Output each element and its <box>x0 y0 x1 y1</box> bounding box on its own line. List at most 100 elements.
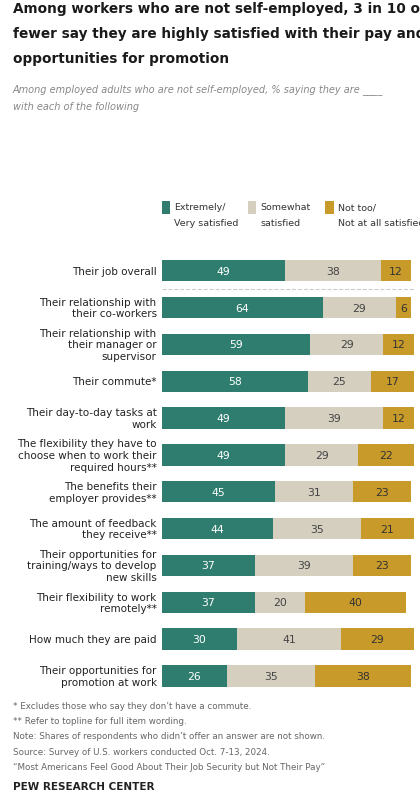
Text: satisfied: satisfied <box>260 219 301 228</box>
Text: The benefits their
employer provides**: The benefits their employer provides** <box>49 481 157 503</box>
Bar <box>162 297 323 319</box>
Bar <box>285 445 358 466</box>
Text: Not too/: Not too/ <box>338 203 376 212</box>
Text: 49: 49 <box>217 450 230 460</box>
Text: Not at all satisfied: Not at all satisfied <box>338 219 420 228</box>
Bar <box>162 261 285 282</box>
Bar <box>162 482 275 503</box>
Text: 26: 26 <box>188 671 201 681</box>
Text: 38: 38 <box>357 671 370 681</box>
Bar <box>162 334 310 356</box>
Bar <box>273 518 361 540</box>
Text: 64: 64 <box>236 304 249 313</box>
Text: 58: 58 <box>228 377 241 387</box>
Text: 49: 49 <box>217 267 230 276</box>
Text: 37: 37 <box>202 597 215 608</box>
Bar <box>381 261 411 282</box>
Text: The flexibility they have to
choose when to work their
required hours**: The flexibility they have to choose when… <box>17 438 157 472</box>
Text: 35: 35 <box>310 524 323 534</box>
Text: Their relationship with
their manager or
supervisor: Their relationship with their manager or… <box>39 328 157 361</box>
Bar <box>162 629 237 650</box>
Text: 40: 40 <box>349 597 363 608</box>
Text: “Most Americans Feel Good About Their Job Security but Not Their Pay”: “Most Americans Feel Good About Their Jo… <box>13 762 325 771</box>
Bar <box>162 518 273 540</box>
Bar <box>315 666 411 687</box>
Text: 6: 6 <box>400 304 407 313</box>
Text: Their opportunities for
training/ways to develop
new skills: Their opportunities for training/ways to… <box>27 549 157 582</box>
Text: 25: 25 <box>333 377 346 387</box>
Text: 12: 12 <box>392 340 405 350</box>
Text: 45: 45 <box>212 487 225 497</box>
Text: Among employed adults who are not self-employed, % saying they are ____: Among employed adults who are not self-e… <box>13 84 383 95</box>
Bar <box>383 334 414 356</box>
Text: Extremely/: Extremely/ <box>174 203 226 212</box>
Bar <box>341 629 414 650</box>
Text: with each of the following: with each of the following <box>13 102 139 112</box>
Text: Their flexibility to work
remotely**: Their flexibility to work remotely** <box>37 592 157 613</box>
Text: 44: 44 <box>210 524 224 534</box>
Text: 29: 29 <box>353 304 366 313</box>
Text: Among workers who are not self-employed, 3 in 10 or: Among workers who are not self-employed,… <box>13 2 420 15</box>
Text: 39: 39 <box>297 560 311 571</box>
Text: 29: 29 <box>370 634 384 644</box>
Text: Note: Shares of respondents who didn’t offer an answer are not shown.: Note: Shares of respondents who didn’t o… <box>13 732 325 740</box>
Text: 17: 17 <box>386 377 399 387</box>
Text: 38: 38 <box>326 267 340 276</box>
Bar <box>162 666 227 687</box>
Bar <box>162 555 255 577</box>
Text: ** Refer to topline for full item wording.: ** Refer to topline for full item wordin… <box>13 716 186 725</box>
Text: 59: 59 <box>229 340 243 350</box>
Bar <box>305 592 406 613</box>
Bar <box>255 592 305 613</box>
Bar <box>162 408 285 430</box>
Text: PEW RESEARCH CENTER: PEW RESEARCH CENTER <box>13 781 154 791</box>
Text: Their opportunities for
promotion at work: Their opportunities for promotion at wor… <box>39 666 157 687</box>
Bar <box>285 408 383 430</box>
Text: 12: 12 <box>389 267 403 276</box>
Bar <box>227 666 315 687</box>
Text: Their day-to-day tasks at
work: Their day-to-day tasks at work <box>26 408 157 430</box>
Bar <box>383 408 414 430</box>
Text: fewer say they are highly satisfied with their pay and: fewer say they are highly satisfied with… <box>13 26 420 41</box>
Text: 23: 23 <box>375 487 389 497</box>
Text: 21: 21 <box>381 524 394 534</box>
Text: 35: 35 <box>265 671 278 681</box>
Text: 41: 41 <box>282 634 296 644</box>
Text: 31: 31 <box>307 487 321 497</box>
Bar <box>358 445 414 466</box>
Bar <box>371 371 414 393</box>
Text: opportunities for promotion: opportunities for promotion <box>13 52 229 66</box>
Bar <box>162 592 255 613</box>
Bar <box>162 371 308 393</box>
Text: 29: 29 <box>340 340 354 350</box>
Text: How much they are paid: How much they are paid <box>29 634 157 644</box>
Text: 12: 12 <box>392 414 405 423</box>
Text: 20: 20 <box>273 597 287 608</box>
Text: 23: 23 <box>375 560 389 571</box>
Text: Somewhat: Somewhat <box>260 203 311 212</box>
Bar <box>396 297 411 319</box>
Bar <box>308 371 371 393</box>
Text: Their relationship with
their co-workers: Their relationship with their co-workers <box>39 297 157 319</box>
Bar <box>310 334 383 356</box>
Text: The amount of feedback
they receive**: The amount of feedback they receive** <box>29 518 157 540</box>
Bar <box>361 518 414 540</box>
Bar <box>162 445 285 466</box>
Text: * Excludes those who say they don’t have a commute.: * Excludes those who say they don’t have… <box>13 701 251 710</box>
Text: Source: Survey of U.S. workers conducted Oct. 7-13, 2024.: Source: Survey of U.S. workers conducted… <box>13 747 269 756</box>
Text: 30: 30 <box>192 634 207 644</box>
Text: 37: 37 <box>202 560 215 571</box>
Text: 49: 49 <box>217 414 230 423</box>
Bar <box>237 629 341 650</box>
Bar <box>353 482 411 503</box>
Bar <box>323 297 396 319</box>
Text: Their job overall: Their job overall <box>72 267 157 276</box>
Text: Their commute*: Their commute* <box>72 377 157 387</box>
Bar <box>275 482 353 503</box>
Text: 22: 22 <box>379 450 393 460</box>
Text: Very satisfied: Very satisfied <box>174 219 239 228</box>
Text: 39: 39 <box>328 414 341 423</box>
Text: 29: 29 <box>315 450 328 460</box>
Bar <box>255 555 353 577</box>
Bar <box>285 261 381 282</box>
